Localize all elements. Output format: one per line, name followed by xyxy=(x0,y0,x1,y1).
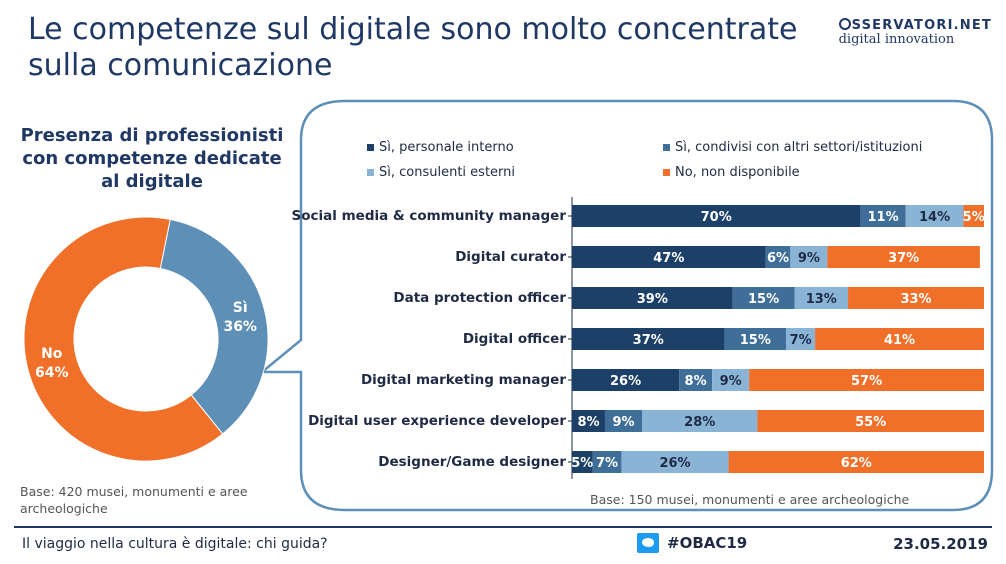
bar-value-label: 57% xyxy=(851,374,882,389)
bar-value-label: 55% xyxy=(855,415,886,430)
bar-value-label: 37% xyxy=(888,251,919,266)
bar-segment xyxy=(963,205,984,227)
category-label: Social media & community manager xyxy=(291,208,566,224)
legend-item: Sì, condivisi con altri settori/istituzi… xyxy=(663,140,922,155)
page-title: Le competenze sul digitale sono molto co… xyxy=(28,12,798,83)
bar-segment xyxy=(724,328,787,350)
bar-value-label: 11% xyxy=(867,210,898,225)
bar-value-label: 39% xyxy=(637,292,668,307)
bar-segment xyxy=(572,287,733,309)
bar-value-label: 26% xyxy=(659,456,690,471)
bar-value-label: 5% xyxy=(571,456,593,471)
donut-slice-label: No xyxy=(41,346,63,362)
legend-item: Sì, personale interno xyxy=(367,140,514,155)
logo-o-icon xyxy=(838,18,851,30)
bar-value-label: 15% xyxy=(740,333,771,348)
category-label: Digital officer xyxy=(462,331,566,347)
bar-value-label: 47% xyxy=(653,251,684,266)
bar-segment xyxy=(621,451,729,473)
bar-value-label: 33% xyxy=(900,292,931,307)
bar-segment xyxy=(572,246,766,268)
legend-item: No, non disponibile xyxy=(663,165,800,180)
footer-caption: Il viaggio nella cultura è digitale: chi… xyxy=(22,536,328,552)
bar-segment xyxy=(572,410,605,432)
bar-segment xyxy=(732,287,795,309)
donut-slice-no xyxy=(23,216,224,462)
bar-segment xyxy=(679,369,713,391)
legend-item: Sì, consulenti esterni xyxy=(367,165,515,180)
donut-slice-value: 36% xyxy=(223,319,257,335)
category-label: Data protection officer xyxy=(393,290,566,306)
bar-value-label: 41% xyxy=(884,333,915,348)
bar-value-label: 15% xyxy=(748,292,779,307)
footer-hashtag[interactable]: #OBAC19 xyxy=(637,533,747,553)
bars-base-note: Base: 150 musei, monumenti e aree archeo… xyxy=(590,492,910,507)
bar-segment xyxy=(712,369,750,391)
logo-line1: SSERVATORI.NET xyxy=(851,18,992,33)
bar-value-label: 26% xyxy=(610,374,641,389)
donut-slice-label: Sì xyxy=(233,300,248,316)
bar-value-label: 13% xyxy=(806,292,837,307)
footer-date: 23.05.2019 xyxy=(893,535,988,553)
bar-segment xyxy=(642,410,758,432)
bar-value-label: 9% xyxy=(720,374,742,389)
bar-segment xyxy=(604,410,643,432)
legend-swatch xyxy=(367,144,374,151)
bar-value-label: 9% xyxy=(798,251,820,266)
legend-label: Sì, personale interno xyxy=(379,140,514,155)
donut-base-note: Base: 420 musei, monumenti e aree archeo… xyxy=(20,484,248,516)
bar-segment xyxy=(572,328,725,350)
bar-value-label: 62% xyxy=(841,456,872,471)
bar-segment xyxy=(572,205,861,227)
bar-segment xyxy=(794,287,849,309)
bar-value-label: 9% xyxy=(612,415,634,430)
category-label: Digital marketing manager xyxy=(360,372,566,388)
bar-segment xyxy=(765,246,791,268)
bar-chart: 70% 11% 14% 5% 47% 6% 9% 37% 39% 15% 13% 33% 37% 15% 7… xyxy=(568,197,985,479)
hashtag-text: #OBAC19 xyxy=(667,534,748,552)
donut-slice-s xyxy=(159,218,269,435)
bar-segment xyxy=(572,451,593,473)
bar-segment xyxy=(790,246,828,268)
bar-value-label: 70% xyxy=(701,210,732,225)
footer-divider xyxy=(14,526,992,528)
twitter-icon xyxy=(637,533,659,553)
category-label: Designer/Game designer xyxy=(378,454,566,470)
legend-swatch xyxy=(663,144,670,151)
bar-segment xyxy=(905,205,964,227)
bar-value-label: 8% xyxy=(577,415,599,430)
callout-frame xyxy=(258,99,994,512)
bar-segment xyxy=(757,410,984,432)
legend-label: No, non disponibile xyxy=(675,165,800,180)
bar-value-label: 6% xyxy=(767,251,789,266)
bar-segment xyxy=(749,369,984,391)
logo: SSERVATORI.NET digital innovation xyxy=(838,18,992,47)
bar-value-label: 8% xyxy=(685,374,707,389)
bar-value-label: 14% xyxy=(919,210,950,225)
donut-title: Presenza di professionisti con competenz… xyxy=(20,125,284,192)
bar-value-label: 7% xyxy=(790,333,812,348)
bar-segment xyxy=(786,328,816,350)
legend-label: Sì, condivisi con altri settori/istituzi… xyxy=(675,140,923,155)
legend-swatch xyxy=(367,169,374,176)
bar-segment xyxy=(815,328,984,350)
bar-segment xyxy=(860,205,906,227)
bar-value-label: 28% xyxy=(684,415,715,430)
donut-chart: Sì 36% No 64% xyxy=(23,216,269,462)
category-label: Digital curator xyxy=(455,249,566,265)
bar-segment xyxy=(728,451,984,473)
bar-segment xyxy=(827,246,980,268)
bar-value-label: 37% xyxy=(633,333,664,348)
bar-segment xyxy=(572,369,680,391)
bar-segment xyxy=(592,451,622,473)
bar-value-label: 7% xyxy=(596,456,618,471)
donut-slice-value: 64% xyxy=(35,365,69,381)
legend-swatch xyxy=(663,169,670,176)
logo-line2: digital innovation xyxy=(838,32,955,47)
bar-value-label: 5% xyxy=(963,210,985,225)
legend-label: Sì, consulenti esterni xyxy=(379,165,516,180)
category-label: Digital user experience developer xyxy=(308,413,566,429)
bar-segment xyxy=(848,287,984,309)
